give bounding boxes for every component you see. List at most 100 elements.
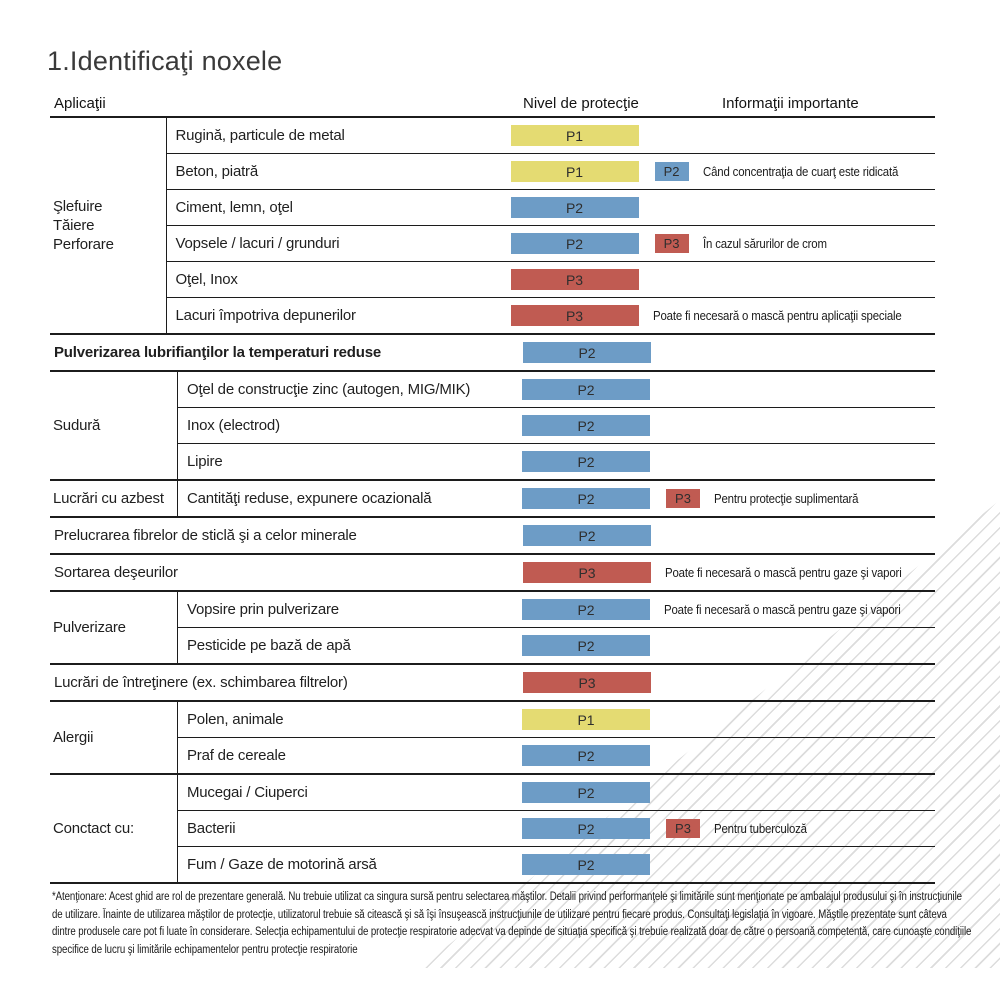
page-title: 1.Identificaţi noxele [47, 46, 283, 76]
protection-badge: P1 [510, 125, 639, 146]
category-label: Tăiere [53, 217, 95, 234]
protection-badge: P2 [522, 818, 650, 839]
section-group: Lucrări cu azbest Cantităţi reduse, expun… [50, 481, 935, 518]
row-label: Vopsire prin pulverizare [187, 601, 339, 618]
protection-badge: P3 [523, 562, 651, 583]
protection-badge: P2 [523, 342, 651, 363]
footnote-line: *Atenţionare: Acest ghid are rol de prez… [52, 891, 962, 903]
table-row: Beton, piatră P1 P2 Când concentraţia de cu… [166, 153, 935, 189]
row-label: Oţel de construcţie zinc (autogen, MIG/M… [187, 381, 471, 398]
hazard-table: Aplicaţii Nivel de protecţie Informaţii … [50, 93, 935, 884]
section-full-width: Pulverizarea lubrifianţilor la temperatu… [50, 335, 935, 372]
table-row: Sortarea deşeurilor P3 Poate fi necesară o… [50, 555, 934, 590]
rows-column: Mucegai / Ciuperci P2 Bacterii P2 P3 Pentru t… [178, 775, 935, 882]
section-group: Alergii Polen, animale P1 Praf de cereale P2 [50, 702, 935, 775]
footnote: *Atenţionare: Acest ghid are rol de prez… [52, 889, 982, 959]
rows-column: Vopsire prin pulverizare P2 Poate fi neces… [178, 592, 935, 663]
table-header: Aplicaţii Nivel de protecţie Informaţii … [50, 93, 935, 118]
row-label: Cantităţi reduse, expunere ocazională [187, 490, 432, 507]
section-full-width: Prelucrarea fibrelor de sticlă şi a celo… [50, 518, 935, 555]
table-row: Ciment, lemn, oţel P2 [166, 189, 935, 225]
category-cell: Şlefuire Tăiere Perforare [50, 118, 167, 333]
footnote-line: dintre produsele care pot fi luate în co… [52, 926, 972, 938]
secondary-protection-badge: P3 [666, 489, 700, 508]
section-full-width: Lucrări de întreţinere (ex. schimbarea f… [50, 665, 935, 702]
protection-badge: P2 [522, 379, 650, 400]
table-row: Lucrări de întreţinere (ex. schimbarea f… [50, 665, 651, 700]
row-label: Prelucrarea fibrelor de sticlă şi a celo… [54, 527, 357, 544]
row-label: Ciment, lemn, oţel [175, 199, 293, 216]
row-label: Pulverizarea lubrifianţilor la temperatu… [54, 344, 381, 361]
category-label: Alergii [53, 729, 94, 746]
section-group: Pulverizare Vopsire prin pulverizare P2 Poa… [50, 592, 935, 665]
row-info: În cazul sărurilor de crom [702, 236, 827, 251]
row-label: Inox (electrod) [187, 417, 280, 434]
table-row: Polen, animale P1 [178, 702, 935, 737]
table-row: Bacterii P2 P3 Pentru tuberculoză [178, 810, 935, 846]
protection-badge: P2 [510, 233, 639, 254]
category-cell: Pulverizare [50, 592, 178, 663]
table-sections: Şlefuire Tăiere Perforare Rugină, particule… [50, 118, 935, 884]
row-info: Pentru protecţie suplimentară [714, 491, 859, 506]
content: 1.Identificaţi noxele Aplicaţii Nivel de… [0, 46, 1000, 959]
protection-badge: P2 [522, 415, 650, 436]
protection-badge: P3 [523, 672, 651, 693]
row-label: Mucegai / Ciuperci [187, 784, 308, 801]
category-label: Lucrări cu azbest [53, 490, 164, 507]
protection-badge: P1 [522, 709, 650, 730]
secondary-protection-badge: P3 [654, 234, 689, 253]
table-row: Prelucrarea fibrelor de sticlă şi a celo… [50, 518, 651, 553]
row-label: Oţel, Inox [175, 271, 238, 288]
row-label: Vopsele / lacuri / grunduri [175, 235, 340, 252]
protection-badge: P2 [522, 635, 650, 656]
row-label: Bacterii [187, 820, 236, 837]
row-label: Fum / Gaze de motorină arsă [187, 856, 377, 873]
table-row: Inox (electrod) P2 [178, 407, 935, 443]
row-label: Lipire [187, 453, 223, 470]
table-row: Mucegai / Ciuperci P2 [178, 775, 935, 810]
protection-badge: P1 [510, 161, 639, 182]
table-row: Fum / Gaze de motorină arsă P2 [178, 846, 935, 882]
table-row: Vopsire prin pulverizare P2 Poate fi neces… [178, 592, 935, 627]
column-header-protection-level: Nivel de protecţie [523, 95, 639, 112]
row-label: Lacuri împotriva depunerilor [175, 307, 357, 324]
row-info: Pentru tuberculoză [714, 821, 807, 836]
category-label: Sudură [53, 417, 101, 434]
table-row: Pesticide pe bază de apă P2 [178, 627, 935, 663]
protection-badge: P2 [522, 745, 650, 766]
table-row: Cantităţi reduse, expunere ocazională P2 P… [178, 481, 935, 516]
section-group: Conctact cu: Mucegai / Ciuperci P2 Bacterii… [50, 775, 935, 884]
category-label: Perforare [53, 236, 114, 253]
row-info: Poate fi necesară o mască pentru gaze şi… [664, 602, 901, 617]
row-label: Polen, animale [187, 711, 284, 728]
secondary-protection-badge: P2 [654, 162, 689, 181]
row-label: Beton, piatră [175, 163, 259, 180]
category-label: Pulverizare [53, 619, 126, 636]
row-label: Lucrări de întreţinere (ex. schimbarea f… [54, 674, 348, 691]
table-row: Rugină, particule de metal P1 [167, 118, 935, 153]
protection-badge: P2 [522, 782, 650, 803]
table-row: Vopsele / lacuri / grunduri P2 P3 În cazul … [166, 225, 935, 261]
protection-badge: P2 [510, 197, 639, 218]
column-header-important-info: Informaţii importante [722, 95, 859, 112]
row-info: Poate fi necesară o mască pentru aplicaţ… [652, 308, 902, 323]
table-row: Praf de cereale P2 [178, 737, 935, 773]
protection-badge: P3 [510, 305, 639, 326]
footnote-line: de utilizare. Înainte de utilizarea măşt… [52, 908, 947, 921]
column-header-applications: Aplicaţii [54, 95, 106, 112]
table-row: Oţel de construcţie zinc (autogen, MIG/M… [178, 372, 935, 407]
table-row: Oţel, Inox P3 [166, 261, 935, 297]
rows-column: Rugină, particule de metal P1 Beton, piatr… [166, 118, 935, 333]
table-row: Lipire P2 [178, 443, 935, 479]
protection-badge: P2 [522, 488, 650, 509]
section-group: Şlefuire Tăiere Perforare Rugină, particule… [50, 118, 935, 335]
row-info: Când concentraţia de cuarţ este ridicată [702, 164, 898, 179]
row-label: Praf de cereale [187, 747, 286, 764]
row-label: Rugină, particule de metal [175, 127, 345, 144]
category-cell: Alergii [50, 702, 178, 773]
table-row: Lacuri împotriva depunerilor P3 Poate fi n… [166, 297, 935, 333]
category-cell: Lucrări cu azbest [50, 481, 178, 516]
protection-badge: P2 [522, 854, 650, 875]
protection-badge: P3 [510, 269, 639, 290]
